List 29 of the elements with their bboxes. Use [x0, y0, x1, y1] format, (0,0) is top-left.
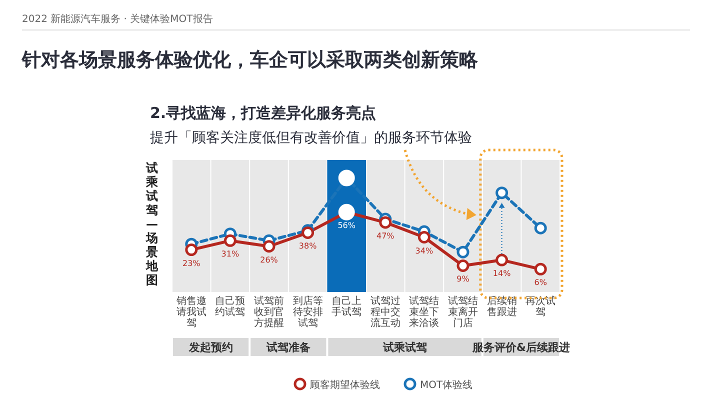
x-tick-label: 试驾前收到官方提醒 — [254, 295, 284, 329]
data-label: 9% — [456, 274, 470, 284]
data-label: 47% — [376, 231, 395, 240]
data-label: 26% — [260, 255, 278, 264]
x-tick-label: 自己上手试驾 — [332, 295, 362, 318]
text: 试乘试驾 — [382, 341, 427, 354]
text: 服务评价&后续跟进 — [471, 341, 570, 354]
chart-title: 针对各场景服务体验优化，车企可以采取两类创新策略 — [21, 49, 479, 71]
text: 提升「顾客关注度低但有改善价值」的服务环节体验 — [150, 129, 472, 146]
legend-label: 顾客期望体验线 — [310, 379, 380, 391]
data-label: 38% — [298, 242, 318, 251]
x-tick-label: 试驾过程中交流互动 — [370, 295, 400, 329]
x-tick-label: 试驾结束离开门店 — [448, 295, 478, 329]
x-tick-label: 试驾结束坐下来洽谈 — [409, 295, 440, 329]
data-label: 56% — [338, 221, 356, 230]
legend-label: MOT体验线 — [420, 379, 473, 391]
data-label: 34% — [415, 246, 434, 256]
chart-subtitle: 2.寻找蓝海，打造差异化服务亮点 — [150, 104, 376, 122]
text: 试驾准备 — [265, 341, 310, 354]
data-label: 23% — [182, 258, 201, 268]
text: 发起预约 — [188, 341, 233, 354]
text: 试乘试驾—场景地图 — [146, 161, 158, 287]
x-tick-label: 销售邀请我试驾 — [175, 295, 206, 329]
text: 2022 新能源汽车服务 · 关键体验MOT报告 — [22, 13, 213, 25]
x-tick-label: 到店等待安排试驾 — [292, 295, 323, 329]
data-label: 31% — [221, 250, 240, 259]
data-label: 14% — [492, 269, 512, 278]
data-label: 6% — [534, 278, 548, 288]
x-tick-label: 自己预约试驾 — [215, 295, 246, 318]
